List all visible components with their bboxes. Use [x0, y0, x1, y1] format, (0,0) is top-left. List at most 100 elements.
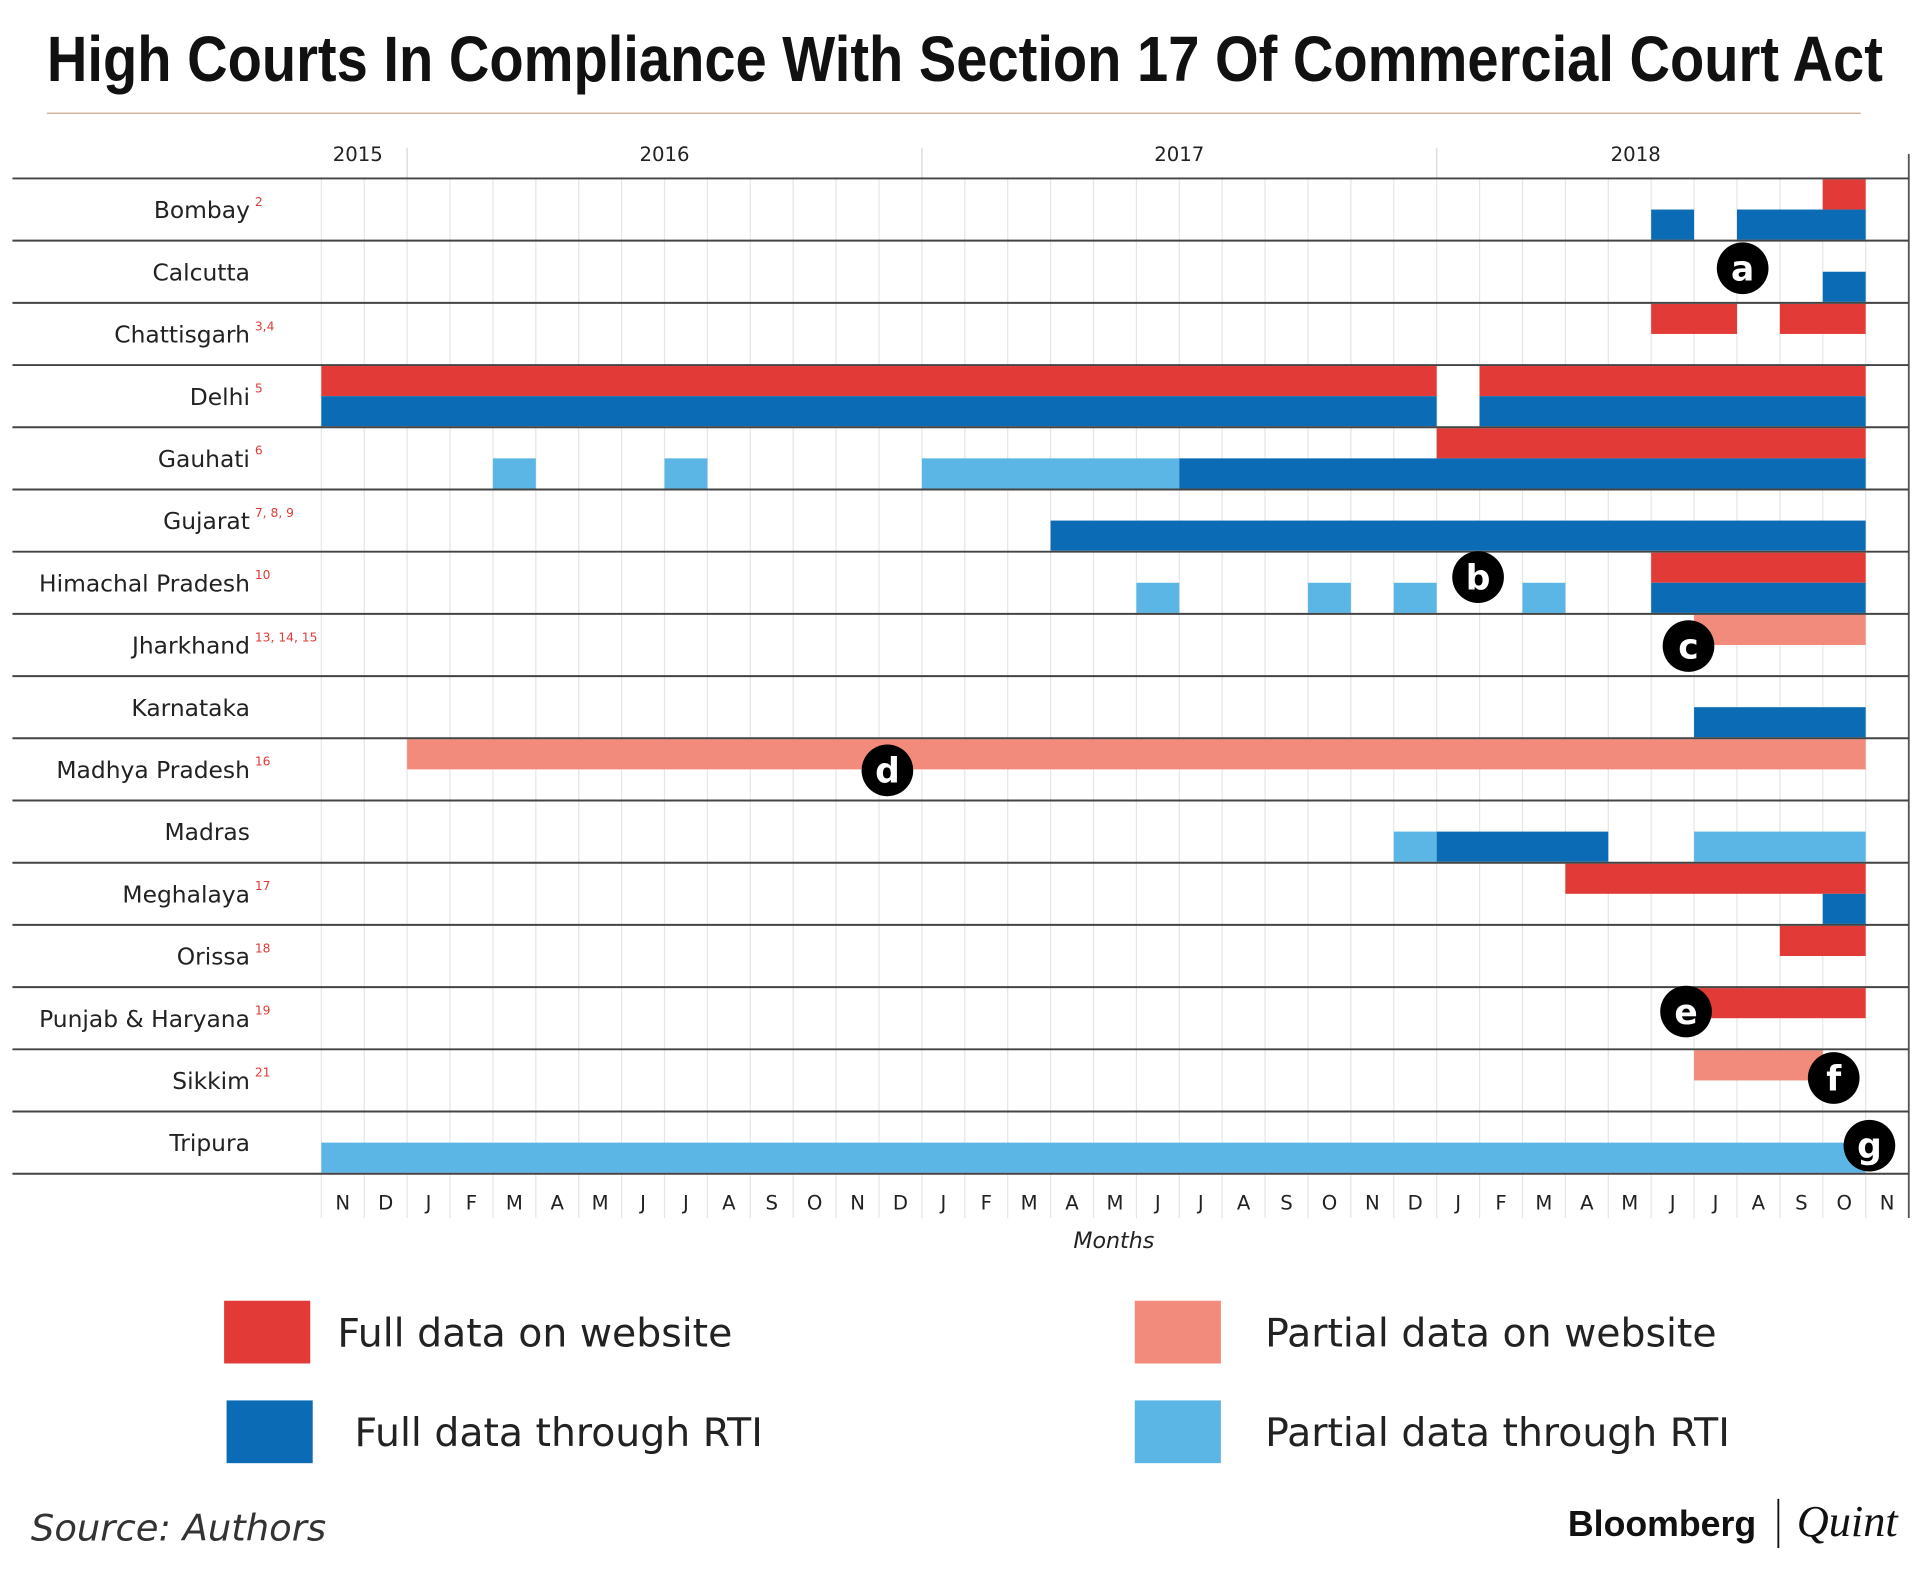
chart-title: High Courts In Compliance With Section 1…	[47, 23, 1883, 95]
row-labels: Bombay 2 Calcutta Chattisgarh 3,4 Delhi 5 Gauha…	[39, 195, 317, 1157]
month-tick: F	[1495, 1191, 1506, 1214]
row-label: Meghalaya	[122, 880, 250, 908]
footnote-ref: 13, 14, 15	[255, 630, 318, 644]
footnote-ref: 5	[255, 381, 263, 395]
bar-rti-full	[1651, 582, 1866, 613]
row-label: Madras	[164, 818, 249, 846]
bar-rti-full	[1822, 271, 1866, 302]
legend-label: Partial data through RTI	[1265, 1410, 1730, 1456]
bar-rti-full	[1436, 831, 1609, 862]
bar-rti-full	[1479, 396, 1866, 427]
marker-circle	[1452, 551, 1504, 603]
footnote-ref: 19	[255, 1004, 271, 1018]
row-label: Jharkhand	[130, 632, 250, 660]
month-tick: M	[592, 1191, 609, 1214]
bar-rti-partial	[664, 458, 708, 489]
legend-swatch	[1134, 1400, 1221, 1464]
brand-bloomberg: Bloomberg	[1568, 1504, 1756, 1544]
bar-website-full	[1565, 863, 1866, 894]
row-label: Gauhati	[158, 445, 250, 473]
marker-circle	[1716, 242, 1769, 295]
bar-website-full	[1694, 988, 1866, 1019]
month-tick: J	[1453, 1191, 1461, 1214]
bar-rti-partial	[1136, 582, 1180, 613]
bar-rti-partial	[1393, 831, 1437, 862]
bar-website-full	[1651, 303, 1737, 334]
marker-letter: g	[1857, 1127, 1882, 1167]
footnote-ref: 7, 8, 9	[255, 506, 294, 520]
row-label: Himachal Pradesh	[39, 569, 250, 597]
month-tick: A	[1580, 1191, 1594, 1214]
row-label: Gujarat	[163, 507, 250, 535]
month-tick: A	[1065, 1191, 1079, 1214]
bar-rti-full	[1179, 458, 1866, 489]
year-label: 2015	[333, 143, 383, 166]
year-label: 2017	[1154, 143, 1204, 166]
month-tick: O	[807, 1191, 822, 1214]
bar-website-full	[321, 366, 1437, 397]
bar-website-full	[1779, 303, 1866, 334]
month-tick: J	[1711, 1191, 1719, 1214]
footnote-ref: 18	[255, 941, 271, 955]
marker-circle	[1662, 620, 1715, 672]
month-tick: N	[1880, 1191, 1895, 1214]
marker-circle	[861, 744, 914, 797]
marker-letter: c	[1678, 627, 1698, 667]
legend-swatch	[1134, 1300, 1221, 1364]
month-tick: M	[1535, 1191, 1552, 1214]
marker-letter: f	[1826, 1059, 1842, 1099]
bar-website-partial	[407, 739, 1866, 770]
month-tick: D	[893, 1191, 908, 1214]
bar-rti-partial	[1694, 831, 1866, 862]
bar-rti-partial	[492, 458, 536, 489]
month-tick: M	[1106, 1191, 1123, 1214]
row-label: Calcutta	[152, 258, 249, 286]
year-label: 2016	[639, 143, 689, 166]
legend-label: Full data through RTI	[355, 1410, 763, 1456]
brand-quint: Quint	[1797, 1497, 1900, 1546]
month-tick: M	[1021, 1191, 1038, 1214]
month-tick: A	[551, 1191, 565, 1214]
bar-rti-full	[1694, 707, 1866, 738]
month-tick: O	[1322, 1191, 1337, 1214]
bar-rti-partial	[921, 458, 1180, 489]
markers: a b c d e fg	[861, 242, 1896, 1172]
bar-rti-partial	[1522, 582, 1566, 613]
month-tick: J	[1196, 1191, 1204, 1214]
month-tick: F	[466, 1191, 477, 1214]
marker-circle	[1660, 985, 1712, 1038]
bars	[321, 179, 1866, 1173]
bar-rti-full	[1651, 209, 1695, 240]
legend-label: Partial data on website	[1265, 1310, 1716, 1356]
marker-circle	[1843, 1119, 1896, 1172]
bar-website-partial	[1694, 614, 1866, 645]
row-label: Orissa	[177, 943, 250, 971]
month-tick: A	[1752, 1191, 1766, 1214]
month-tick: S	[766, 1191, 779, 1214]
month-tick: J	[638, 1191, 646, 1214]
legend: Full data on website Full data through RT…	[224, 1300, 1730, 1464]
month-tick: J	[938, 1191, 946, 1214]
row-label: Tripura	[168, 1129, 250, 1157]
bar-website-full	[1436, 428, 1866, 459]
source-note: Source: Authors	[31, 1507, 326, 1550]
marker-letter: d	[875, 752, 900, 792]
month-tick: J	[1153, 1191, 1161, 1214]
month-tick: D	[1408, 1191, 1423, 1214]
year-label: 2018	[1611, 143, 1661, 166]
marker-letter: a	[1731, 250, 1754, 290]
bar-rti-partial	[1307, 582, 1351, 613]
month-tick: M	[506, 1191, 523, 1214]
marker-letter: e	[1674, 993, 1697, 1033]
bar-rti-full	[1050, 520, 1866, 551]
bar-website-partial	[1694, 1050, 1823, 1081]
footnote-ref: 10	[255, 568, 271, 582]
marker-letter: b	[1466, 558, 1491, 598]
month-tick: F	[981, 1191, 992, 1214]
row-label: Punjab & Haryana	[39, 1005, 250, 1033]
row-label: Karnataka	[131, 694, 250, 722]
bar-rti-full	[1822, 893, 1866, 924]
bar-website-full	[1822, 179, 1866, 210]
